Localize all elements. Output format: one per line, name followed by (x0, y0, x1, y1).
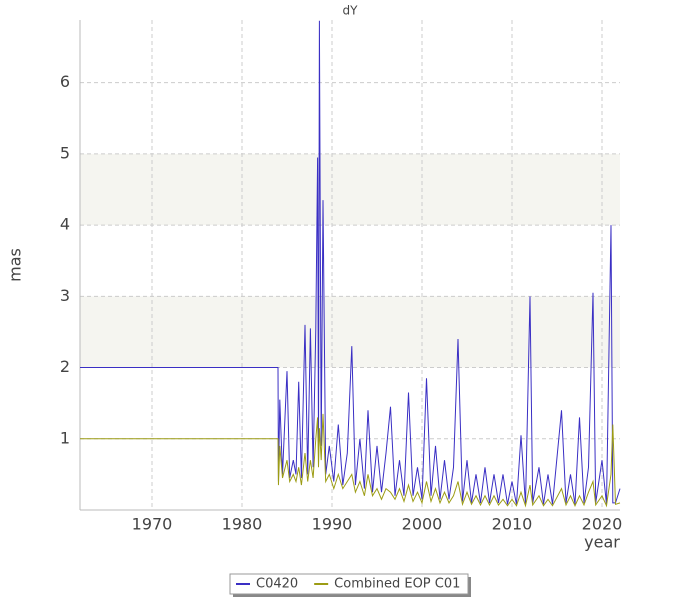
data-line (80, 20, 621, 505)
x-tick-label: 1980 (222, 515, 263, 534)
x-tick-label: 2000 (402, 515, 443, 534)
grid-band (80, 153, 620, 226)
y-axis-label: mas (6, 248, 25, 282)
y-tick-label: 5 (60, 143, 70, 162)
y-tick-label: 2 (60, 357, 70, 376)
x-tick-label: 1990 (312, 515, 353, 534)
data-line (80, 413, 621, 508)
y-tick-label: 4 (60, 215, 70, 234)
chart-title: dY (343, 4, 359, 18)
x-tick-label: 2010 (492, 515, 533, 534)
legend-box (229, 573, 469, 595)
legend-label: Combined EOP C01 (334, 577, 460, 592)
legend-label: C0420 (256, 577, 298, 592)
y-tick-label: 3 (60, 286, 70, 305)
x-tick-label: 2020 (582, 515, 623, 534)
legend: C0420 Combined EOP C01 (229, 573, 471, 597)
y-tick-label: 6 (60, 72, 70, 91)
x-tick-label: 1970 (132, 515, 173, 534)
y-tick-label: 1 (60, 428, 70, 447)
grid-band (80, 296, 620, 368)
x-axis-label: year (584, 533, 620, 552)
